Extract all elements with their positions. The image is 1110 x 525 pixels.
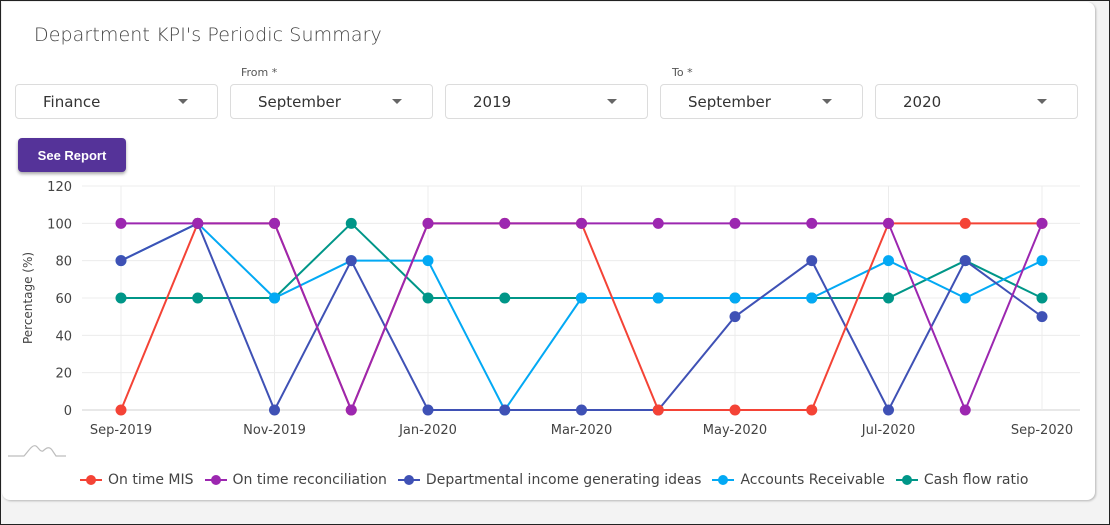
data-point[interactable] — [1036, 292, 1048, 304]
from-year-value: 2019 — [473, 93, 512, 111]
data-point[interactable] — [499, 404, 511, 416]
legend-marker-icon — [397, 475, 420, 485]
data-point[interactable] — [422, 217, 434, 229]
legend-marker-icon — [895, 475, 918, 485]
department-select[interactable]: Finance — [15, 84, 218, 119]
from-year-select[interactable]: 2019 — [445, 84, 648, 119]
y-tick-label: 100 — [47, 217, 72, 232]
chart-legend: On time MIS On time reconciliation Departm… — [80, 472, 1039, 488]
legend-label: Departmental income generating ideas — [425, 472, 702, 488]
legend-label: Accounts Receivable — [740, 472, 885, 488]
legend-item[interactable]: Cash flow ratio — [895, 472, 1029, 488]
to-year-value: 2020 — [903, 93, 942, 111]
y-tick-label: 80 — [55, 255, 72, 270]
legend-item[interactable]: On time MIS — [80, 472, 194, 488]
data-point[interactable] — [1036, 255, 1048, 267]
y-tick-label: 20 — [55, 367, 72, 382]
data-point[interactable] — [499, 292, 511, 304]
data-point[interactable] — [192, 292, 204, 304]
legend-marker-icon — [80, 475, 102, 485]
data-point[interactable] — [422, 255, 434, 267]
data-point[interactable] — [576, 217, 587, 229]
data-point[interactable] — [959, 404, 971, 416]
data-point[interactable] — [115, 292, 127, 304]
series-on-time-reconciliation — [115, 217, 1048, 416]
data-point[interactable] — [576, 292, 587, 304]
data-point[interactable] — [652, 292, 664, 304]
x-tick-label: Sep-2019 — [90, 423, 152, 438]
data-point[interactable] — [729, 217, 741, 229]
y-axis-label: Percentage (%) — [21, 252, 35, 344]
caret-down-icon — [1037, 99, 1047, 104]
data-point[interactable] — [806, 404, 818, 416]
to-year-select[interactable]: 2020 — [875, 84, 1078, 119]
data-point[interactable] — [883, 255, 894, 267]
department-select-value: Finance — [43, 93, 101, 111]
caret-down-icon — [392, 99, 402, 104]
legend-item[interactable]: Accounts Receivable — [712, 472, 885, 488]
data-point[interactable] — [192, 217, 204, 229]
caret-down-icon — [178, 99, 188, 104]
y-tick-label: 0 — [64, 404, 72, 419]
to-month-select[interactable]: September — [660, 84, 863, 119]
to-month-value: September — [688, 93, 771, 111]
x-tick-label: Jan-2020 — [398, 423, 457, 438]
area-chart-icon — [8, 445, 66, 457]
x-tick-label: Nov-2019 — [243, 423, 306, 438]
data-point[interactable] — [345, 255, 357, 267]
data-point[interactable] — [499, 217, 511, 229]
kpi-line-chart: 0 20 40 60 80 100 120 Sep-2019 Nov-2019 Jan-2020 M… — [21, 180, 1080, 438]
data-point[interactable] — [959, 255, 971, 267]
data-point[interactable] — [806, 217, 818, 229]
data-point[interactable] — [269, 217, 280, 229]
y-tick-label: 40 — [55, 329, 72, 344]
data-point[interactable] — [959, 292, 971, 304]
caret-down-icon — [822, 99, 832, 104]
data-point[interactable] — [883, 217, 894, 229]
series-departmental-income-generating-ideas — [115, 217, 1048, 416]
see-report-button[interactable]: See Report — [18, 138, 126, 172]
data-point[interactable] — [806, 292, 818, 304]
x-tick-label: Sep-2020 — [1011, 423, 1073, 438]
data-point[interactable] — [652, 217, 664, 229]
legend-marker-icon — [204, 475, 227, 485]
data-point[interactable] — [345, 217, 357, 229]
x-tick-label: Mar-2020 — [551, 423, 612, 438]
data-point[interactable] — [806, 255, 818, 267]
caret-down-icon — [607, 99, 617, 104]
data-point[interactable] — [115, 255, 127, 267]
page-title: Department KPI's Periodic Summary — [34, 24, 382, 46]
data-point[interactable] — [729, 404, 741, 416]
y-tick-label: 120 — [47, 180, 72, 195]
to-label: To * — [669, 66, 696, 79]
legend-label: Cash flow ratio — [923, 472, 1029, 488]
x-tick-label: Jul-2020 — [861, 423, 915, 438]
from-month-value: September — [258, 93, 341, 111]
data-point[interactable] — [115, 217, 127, 229]
legend-item[interactable]: Departmental income generating ideas — [397, 472, 702, 488]
data-point[interactable] — [422, 404, 434, 416]
data-point[interactable] — [729, 311, 741, 323]
data-point[interactable] — [1036, 217, 1048, 229]
data-point[interactable] — [883, 404, 894, 416]
legend-marker-icon — [712, 475, 735, 485]
y-tick-label: 60 — [55, 292, 72, 307]
legend-item[interactable]: On time reconciliation — [204, 472, 387, 488]
data-point[interactable] — [269, 292, 280, 304]
data-point[interactable] — [729, 292, 741, 304]
legend-label: On time reconciliation — [232, 472, 387, 488]
data-point[interactable] — [959, 217, 971, 229]
legend-label: On time MIS — [108, 472, 194, 488]
data-point[interactable] — [883, 292, 894, 304]
data-point[interactable] — [269, 404, 280, 416]
data-point[interactable] — [422, 292, 434, 304]
data-point[interactable] — [345, 404, 357, 416]
x-tick-label: May-2020 — [703, 423, 767, 438]
data-point[interactable] — [115, 404, 127, 416]
data-point[interactable] — [1036, 311, 1048, 323]
from-month-select[interactable]: September — [230, 84, 433, 119]
data-point[interactable] — [576, 404, 587, 416]
from-label: From * — [238, 66, 281, 79]
data-point[interactable] — [652, 404, 664, 416]
